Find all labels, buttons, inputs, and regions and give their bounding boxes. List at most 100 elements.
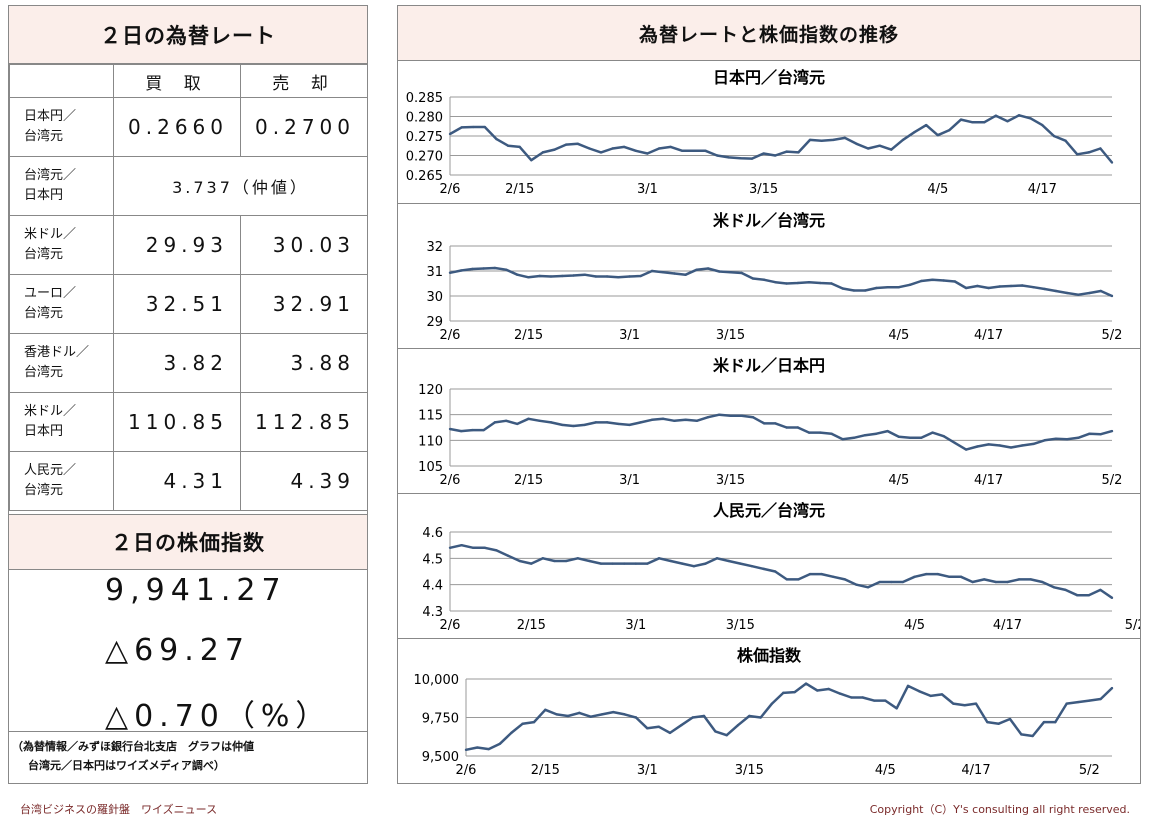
data-point [740,271,743,275]
data-point [774,281,777,284]
x-tick-label: 3/15 [726,618,755,633]
y-tick-label: 0.275 [406,130,443,145]
data-point [650,269,654,273]
data-point [510,731,513,735]
x-tick-label: 4/5 [927,182,948,197]
data-point [530,158,533,162]
data-point [564,143,568,146]
data-point [600,713,604,716]
sell-rate: 30.03 [240,215,368,275]
data-point [924,572,928,576]
y-tick-label: 9,500 [422,750,459,765]
data-point [472,125,475,129]
data-point [681,149,684,153]
source-note-line2: 台湾元／日本円はワイズメディア調べ） [28,759,225,772]
chart-usd-twd: 米ドル／台湾元 29 30 31 32 2/6 2/15 3/1 3/15 4/5 4/17 5/2 [398,203,1140,349]
data-point [1064,588,1067,592]
data-point [852,289,856,292]
pair-label-top: 台湾元／ [24,168,77,183]
data-point [1041,580,1044,584]
x-tick-label: 2/6 [440,473,461,488]
data-point [605,421,609,424]
data-point [669,145,672,149]
chart-title: 米ドル／台湾元 [713,211,825,230]
data-point [1029,578,1032,581]
data-point [797,151,800,154]
data-point [1041,123,1044,127]
data-point [611,147,614,150]
data-point [1088,291,1091,295]
x-tick-label: 4/5 [875,763,896,778]
pair-label: 人民元／ 台湾元 [9,451,114,511]
data-point [695,419,699,423]
chart-svg: 米ドル／日本円 105 110 115 120 2/6 2/15 3/1 3/15 4/5 4/17… [418,356,1122,488]
x-tick-label: 2/15 [531,763,560,778]
pair-label: ユーロ／ 台湾元 [9,274,114,334]
data-point [931,278,934,281]
data-point [832,575,835,578]
data-point [908,283,912,286]
data-point [819,431,822,434]
data-point [702,714,706,718]
data-point [527,417,530,420]
data-point [657,147,661,150]
data-point [936,572,939,576]
data-point [471,267,474,271]
data-point [855,142,858,145]
data-point [482,428,485,432]
data-point [669,559,672,563]
x-tick-label: 3/15 [749,182,778,197]
data-point [924,123,928,127]
data-point [808,138,812,142]
data-point [820,139,823,142]
x-tick-label: 2/6 [440,618,461,633]
data-point [544,708,547,711]
data-point [639,421,642,424]
chart-title: 米ドル／日本円 [713,356,825,375]
data-point [628,275,631,278]
pair-label-top: 人民元／ [24,463,77,478]
data-point [774,422,777,425]
data-point [942,279,945,282]
pair-label-bottom: 台湾元 [24,365,64,380]
pair-label-bottom: 台湾元 [24,129,64,144]
data-point [936,134,939,137]
data-point [1029,117,1032,120]
data-point [516,273,519,276]
data-point [646,727,649,730]
data-point [832,138,835,142]
series-line [449,543,1113,599]
data-point [594,275,598,278]
x-tick-label: 3/15 [735,763,764,778]
data-point [997,722,1000,725]
y-tick-label: 120 [418,383,443,398]
data-point [1043,287,1046,291]
data-point [718,270,721,273]
data-point [852,436,856,439]
data-point [623,562,626,565]
stock-title: ２日の株価指数 [9,515,367,570]
data-point [460,126,463,129]
source-note: （為替情報／みずほ銀行台北支店 グラフは仲値 台湾元／日本円はワイズメディア調べ… [12,737,254,775]
data-point [838,692,842,695]
data-point [804,682,808,685]
data-point [976,445,979,448]
data-point [506,144,510,147]
data-point [1065,291,1069,295]
data-point [1009,446,1013,449]
chart-panel-title: 為替レートと株価指数の推移 [398,6,1140,61]
x-tick-label: 3/1 [637,763,658,778]
chart-jpy-twd: 日本円／台湾元 0.265 0.270 0.275 0.280 0.285 2/6 2/15 3… [398,60,1140,204]
data-point [785,426,788,429]
data-point [460,429,463,433]
data-point [715,154,719,157]
x-tick-label: 4/5 [888,473,909,488]
data-point [623,145,626,149]
x-tick-label: 4/5 [904,618,925,633]
data-point [646,152,649,155]
data-point [448,546,452,549]
data-point [1054,289,1058,293]
data-point [1110,294,1114,298]
data-point [1009,284,1013,288]
data-point [650,418,654,421]
